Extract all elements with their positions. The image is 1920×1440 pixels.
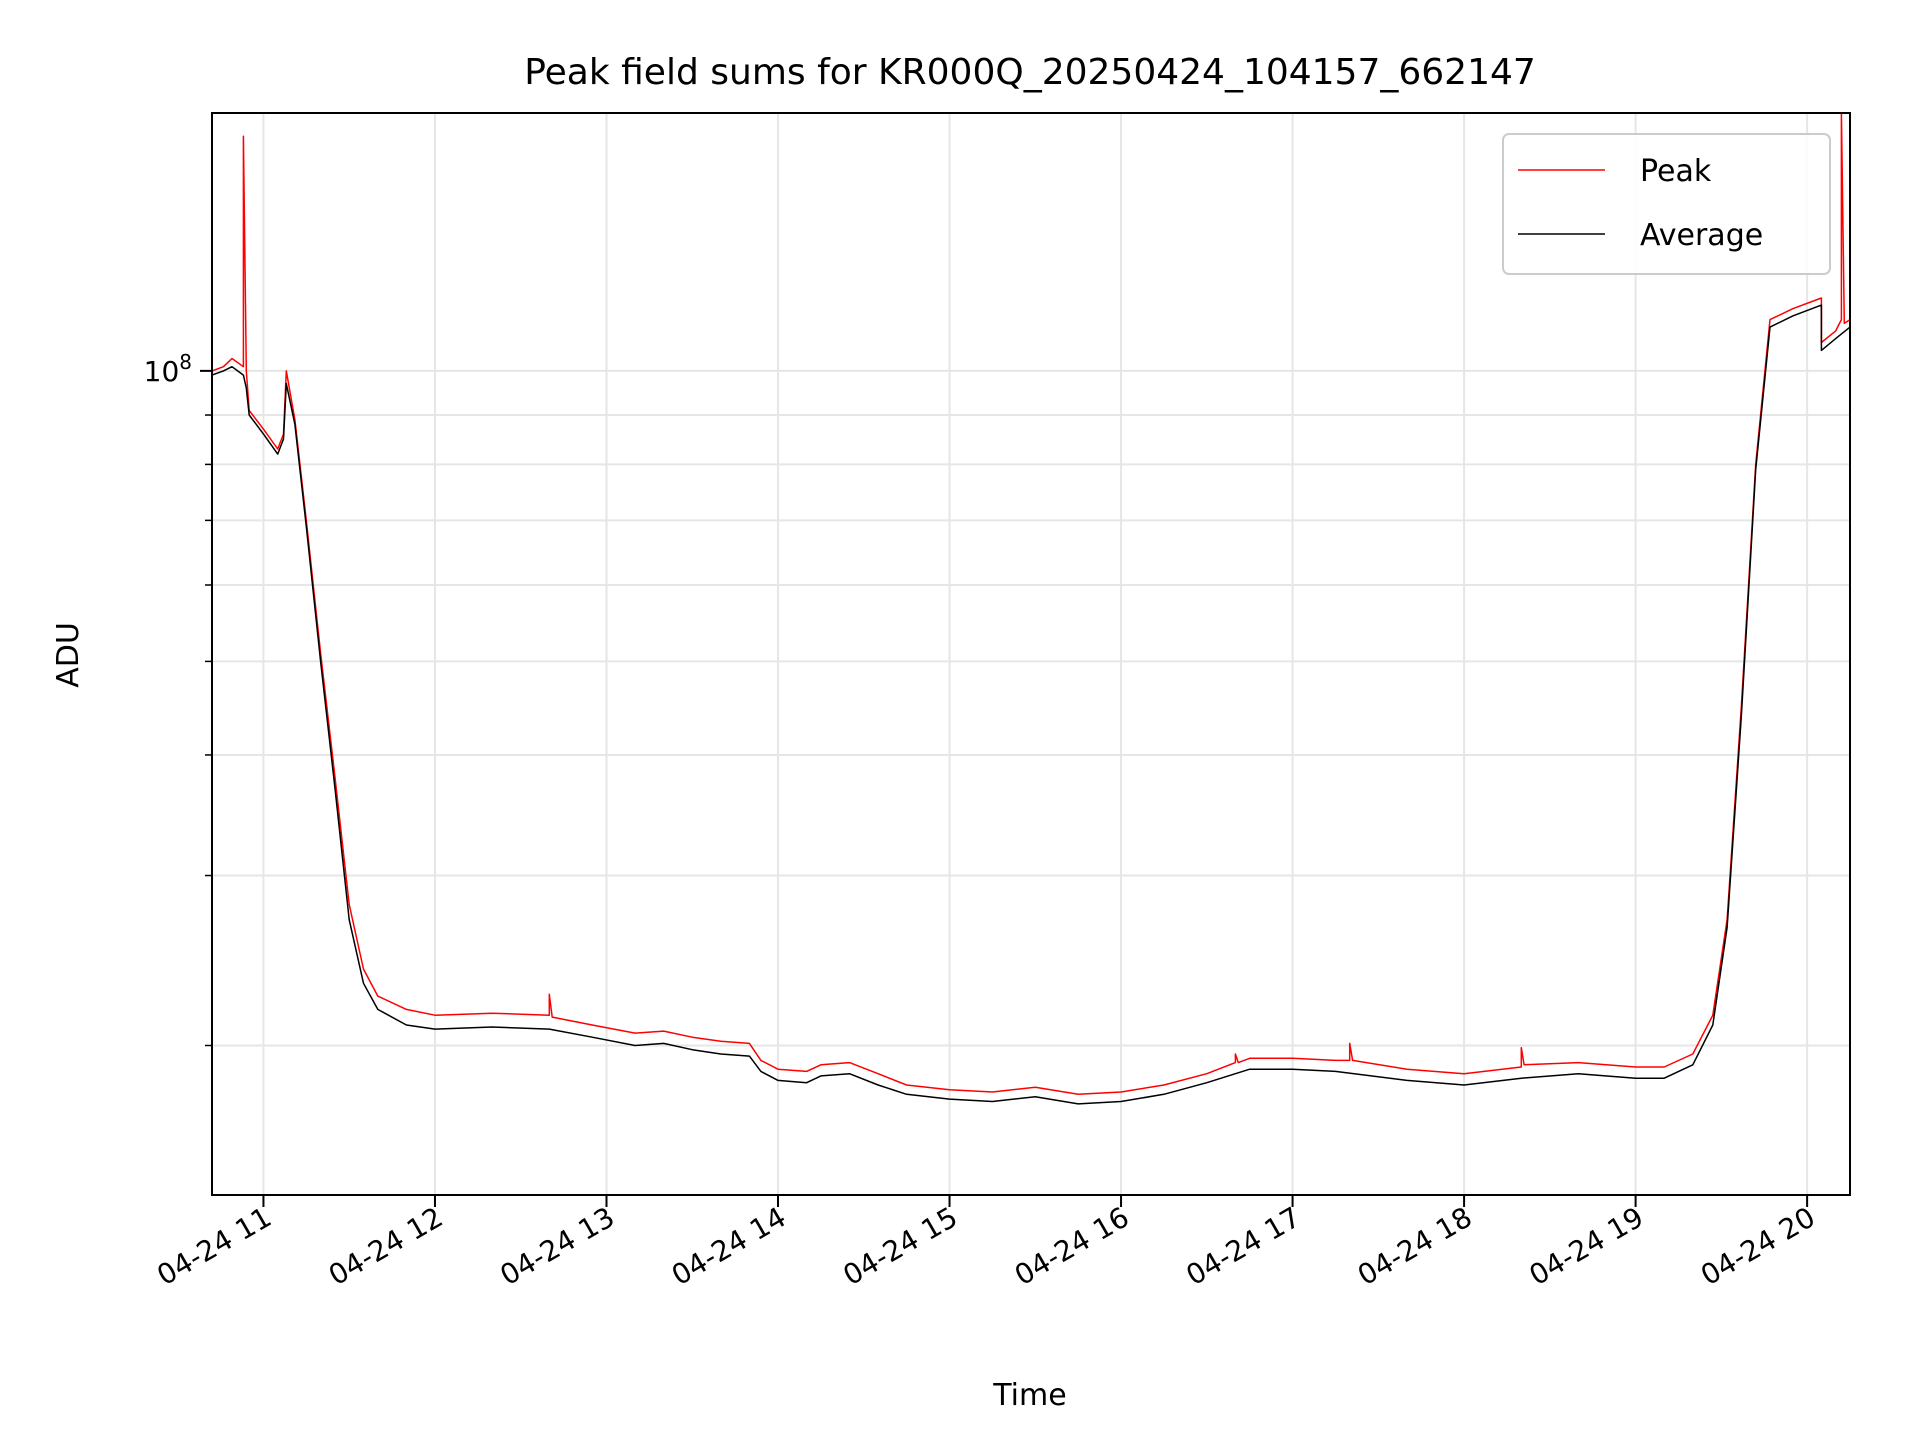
x-axis-label: Time <box>992 1378 1066 1413</box>
legend-peak-label: Peak <box>1640 154 1712 189</box>
y-axis-label: ADU <box>51 622 86 688</box>
series-layer <box>211 112 1851 1105</box>
y-tick-label-0: 108 <box>144 350 192 388</box>
legend: Peak Average <box>1502 133 1831 275</box>
legend-average-label: Average <box>1640 218 1763 253</box>
plot-frame <box>211 112 1851 1196</box>
legend-frame <box>1502 133 1831 275</box>
series-line-average <box>211 304 1851 1105</box>
chart-title: Peak field sums for KR000Q_20250424_1041… <box>524 52 1536 93</box>
grid <box>212 113 1850 1195</box>
